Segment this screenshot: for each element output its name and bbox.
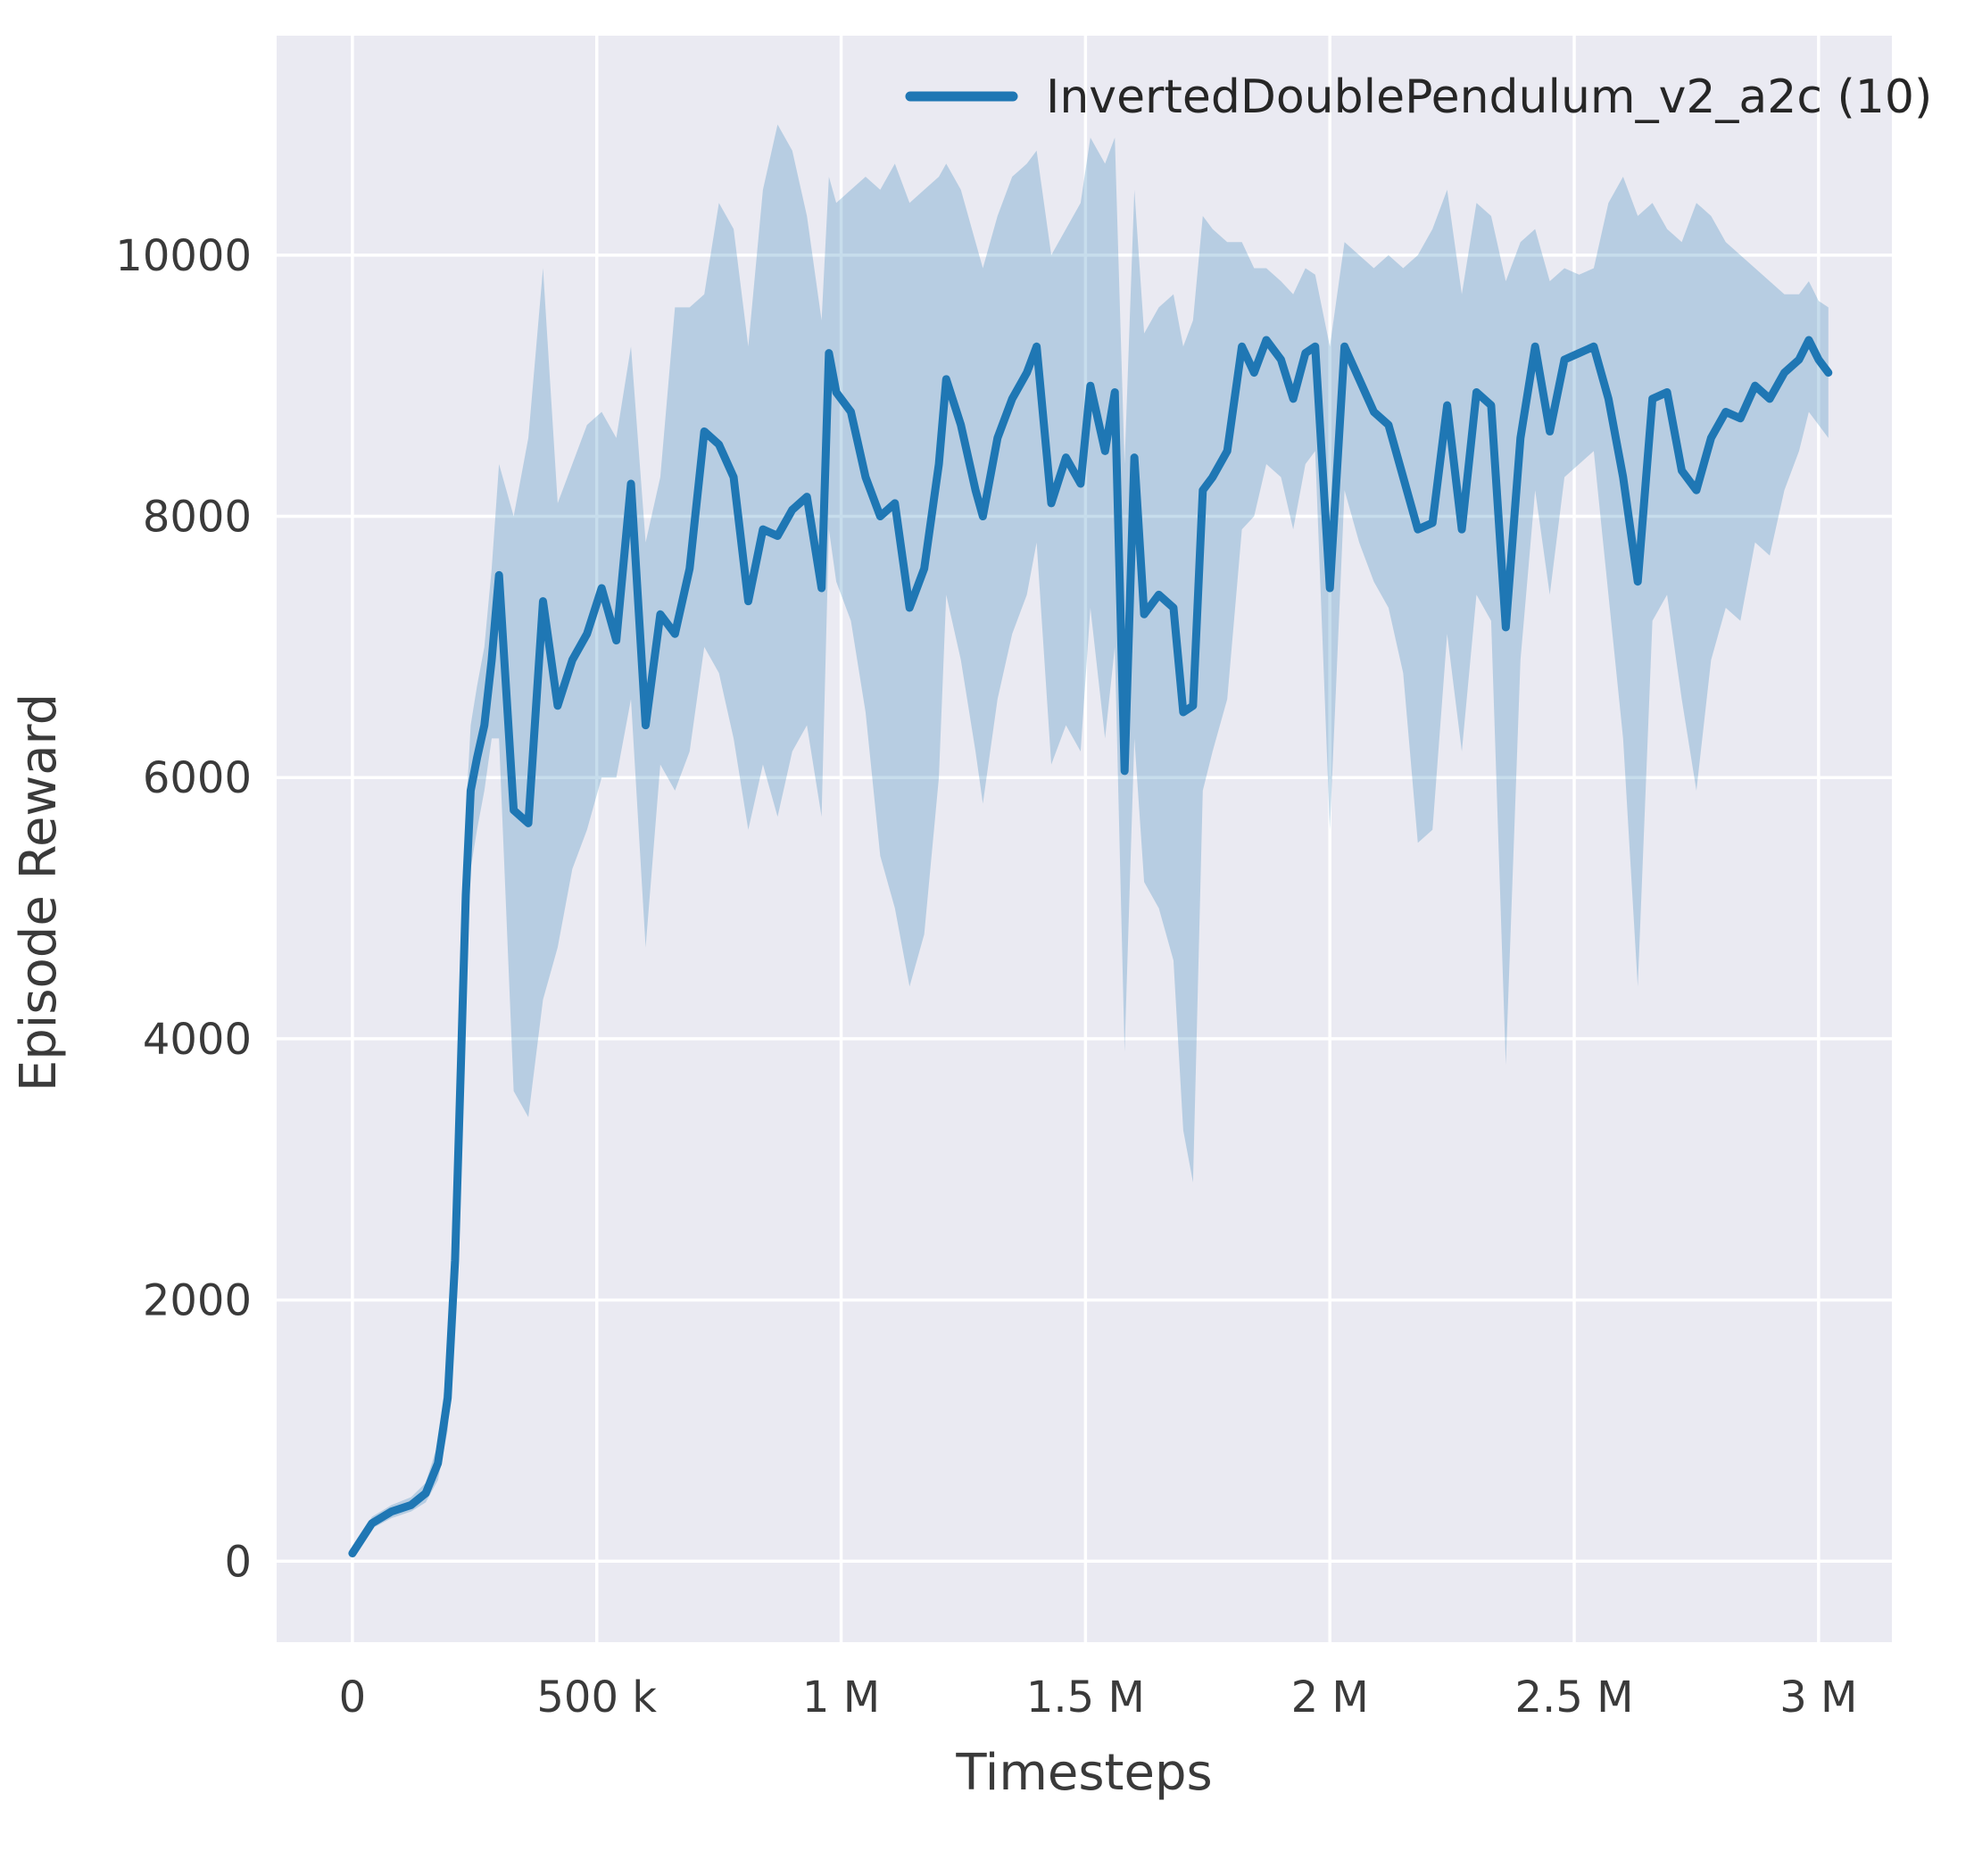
y-tick-label: 6000	[143, 753, 252, 803]
x-tick-label: 0	[339, 1673, 367, 1722]
x-axis-label: Timesteps	[955, 1744, 1212, 1802]
mean-reward-line	[348, 336, 1833, 1557]
x-tick-label: 2 M	[1291, 1673, 1369, 1722]
x-tick-label: 2.5 M	[1515, 1673, 1634, 1722]
legend: InvertedDoublePendulum_v2_a2c (10)	[905, 71, 1932, 124]
x-tick-label: 1.5 M	[1026, 1673, 1145, 1722]
y-tick-label: 4000	[143, 1015, 252, 1065]
grid	[277, 36, 1892, 1642]
y-tick-label: 10000	[115, 231, 252, 281]
y-tick-label: 2000	[143, 1276, 252, 1326]
x-tick-label: 1 M	[802, 1673, 880, 1722]
tick-labels: 0 500 k 1 M 1.5 M 2 M 2.5 M 3 M 0 2000 4000 6000 80…	[115, 231, 1857, 1722]
x-tick-label: 3 M	[1779, 1673, 1857, 1722]
y-tick-label: 0	[224, 1537, 252, 1587]
series-group	[348, 124, 1833, 1557]
y-axis-label: Episode Reward	[10, 693, 68, 1092]
x-tick-label: 500 k	[536, 1673, 657, 1722]
legend-label: InvertedDoublePendulum_v2_a2c (10)	[1046, 71, 1932, 124]
y-tick-label: 8000	[143, 493, 252, 543]
